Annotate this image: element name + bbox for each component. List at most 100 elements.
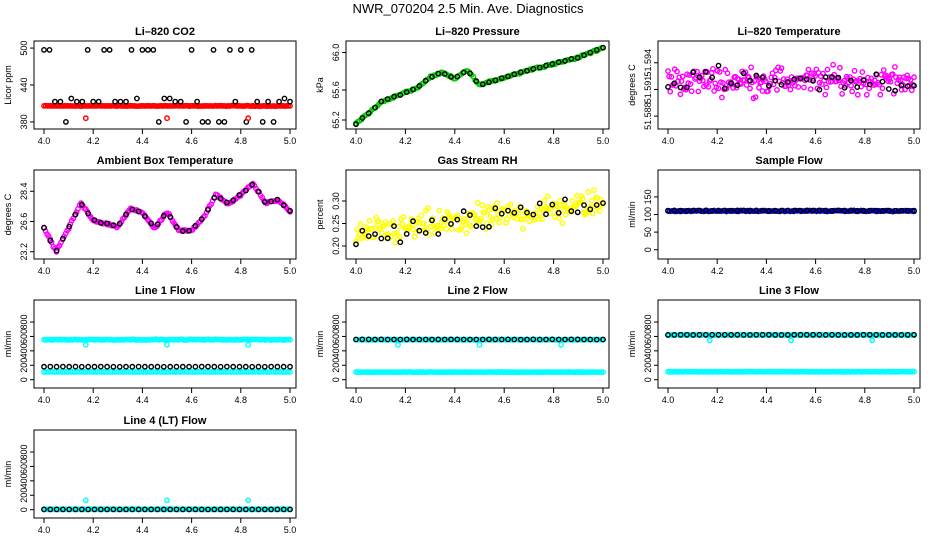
- y-tick-label: 26.6: [19, 213, 29, 231]
- data-point: [885, 86, 892, 92]
- data-point: [581, 202, 587, 209]
- y-tick-label: 0.25: [331, 215, 341, 233]
- chart-panel-8: Line 2 Flow 4.0 4.2 4.4 4.6 4.8 5.0 0 2004006008…: [315, 285, 610, 405]
- data-point: [752, 94, 759, 101]
- data-point: [496, 219, 503, 226]
- data-point: [581, 336, 587, 343]
- data-point: [734, 82, 741, 89]
- data-point: [517, 204, 524, 211]
- data-point: [245, 115, 252, 122]
- x-tick-label: 4.4: [449, 395, 462, 405]
- data-point: [371, 234, 377, 241]
- data-point: [179, 506, 186, 513]
- x-tick-label: 5.0: [284, 266, 297, 276]
- data-point: [173, 363, 180, 370]
- data-point: [129, 206, 136, 213]
- data-point: [784, 207, 791, 214]
- data-point: [382, 218, 389, 225]
- data-point: [892, 64, 898, 70]
- data-point: [816, 207, 823, 214]
- data-point: [384, 336, 391, 343]
- data-point: [391, 336, 397, 343]
- data-point: [671, 80, 678, 87]
- data-point: [230, 363, 237, 370]
- x-tick-label: 4.6: [498, 136, 511, 146]
- data-point: [829, 331, 835, 338]
- plot-frame: [345, 169, 610, 260]
- y-tick-label: 600: [331, 329, 341, 344]
- data-point: [892, 207, 898, 214]
- data-point: [740, 331, 747, 338]
- y-axis-label: ml/min: [3, 461, 13, 488]
- data-point: [78, 201, 85, 208]
- data-point: [759, 207, 766, 214]
- data-point: [47, 237, 54, 244]
- data-point: [90, 98, 97, 105]
- data-point: [498, 75, 505, 82]
- data-point: [696, 331, 703, 338]
- y-tick-label: 600: [19, 329, 29, 344]
- data-point: [186, 227, 193, 234]
- data-point: [460, 69, 467, 76]
- data-point: [359, 115, 366, 121]
- data-point: [839, 91, 845, 97]
- y-tick-label: 380: [19, 114, 29, 129]
- y-tick-label: 0: [19, 507, 29, 512]
- x-tick-label: 4.0: [38, 395, 51, 405]
- data-point: [671, 207, 678, 214]
- data-point: [112, 98, 119, 105]
- y-tick-label: 600: [643, 329, 653, 344]
- data-point: [123, 98, 129, 105]
- plot-frame: [657, 299, 921, 389]
- data-point: [507, 201, 514, 208]
- data-point: [904, 72, 911, 79]
- data-point: [568, 208, 575, 215]
- data-point: [110, 506, 117, 513]
- data-point: [255, 188, 262, 195]
- data-point: [665, 331, 671, 338]
- y-axis-label: degrees C: [3, 193, 13, 235]
- data-point: [467, 212, 473, 219]
- x-tick-label: 5.0: [597, 136, 610, 146]
- data-point: [454, 336, 461, 343]
- data-point: [812, 73, 819, 79]
- y-tick-label: 50: [643, 227, 653, 237]
- data-point: [429, 73, 435, 80]
- data-point: [887, 78, 894, 85]
- y-tick-label: 200: [19, 488, 29, 503]
- data-point: [854, 84, 861, 91]
- data-point: [816, 331, 823, 338]
- data-point: [848, 82, 854, 89]
- data-point: [791, 207, 798, 214]
- data-point: [104, 220, 111, 227]
- data-point: [384, 96, 391, 102]
- data-point: [772, 77, 779, 84]
- data-point: [183, 119, 190, 125]
- chart-panel-1: Li–820 CO2 4.0 4.2 4.4 4.6 4.8 5.0 380 440 500 Lic…: [3, 26, 297, 146]
- data-point: [665, 84, 671, 90]
- data-point: [217, 506, 224, 513]
- data-point: [261, 363, 268, 370]
- x-tick-label: 4.0: [350, 136, 363, 146]
- data-point: [557, 197, 563, 204]
- x-tick-label: 4.6: [185, 266, 198, 276]
- data-point: [280, 202, 287, 209]
- data-point: [866, 81, 873, 88]
- data-point: [581, 52, 587, 59]
- data-point: [501, 206, 508, 213]
- x-tick-label: 4.2: [87, 136, 100, 146]
- x-tick-label: 4.0: [662, 136, 675, 146]
- data-point: [123, 506, 129, 513]
- data-point: [173, 506, 180, 513]
- data-point: [555, 336, 562, 343]
- x-tick-label: 5.0: [908, 136, 921, 146]
- x-tick-label: 4.2: [399, 395, 412, 405]
- data-point: [702, 331, 709, 338]
- data-point: [885, 207, 892, 214]
- data-point: [84, 47, 91, 53]
- x-tick-label: 4.2: [399, 266, 412, 276]
- data-point: [91, 217, 98, 224]
- data-point: [543, 62, 549, 69]
- data-point: [810, 331, 816, 338]
- x-tick-label: 4.6: [809, 266, 822, 276]
